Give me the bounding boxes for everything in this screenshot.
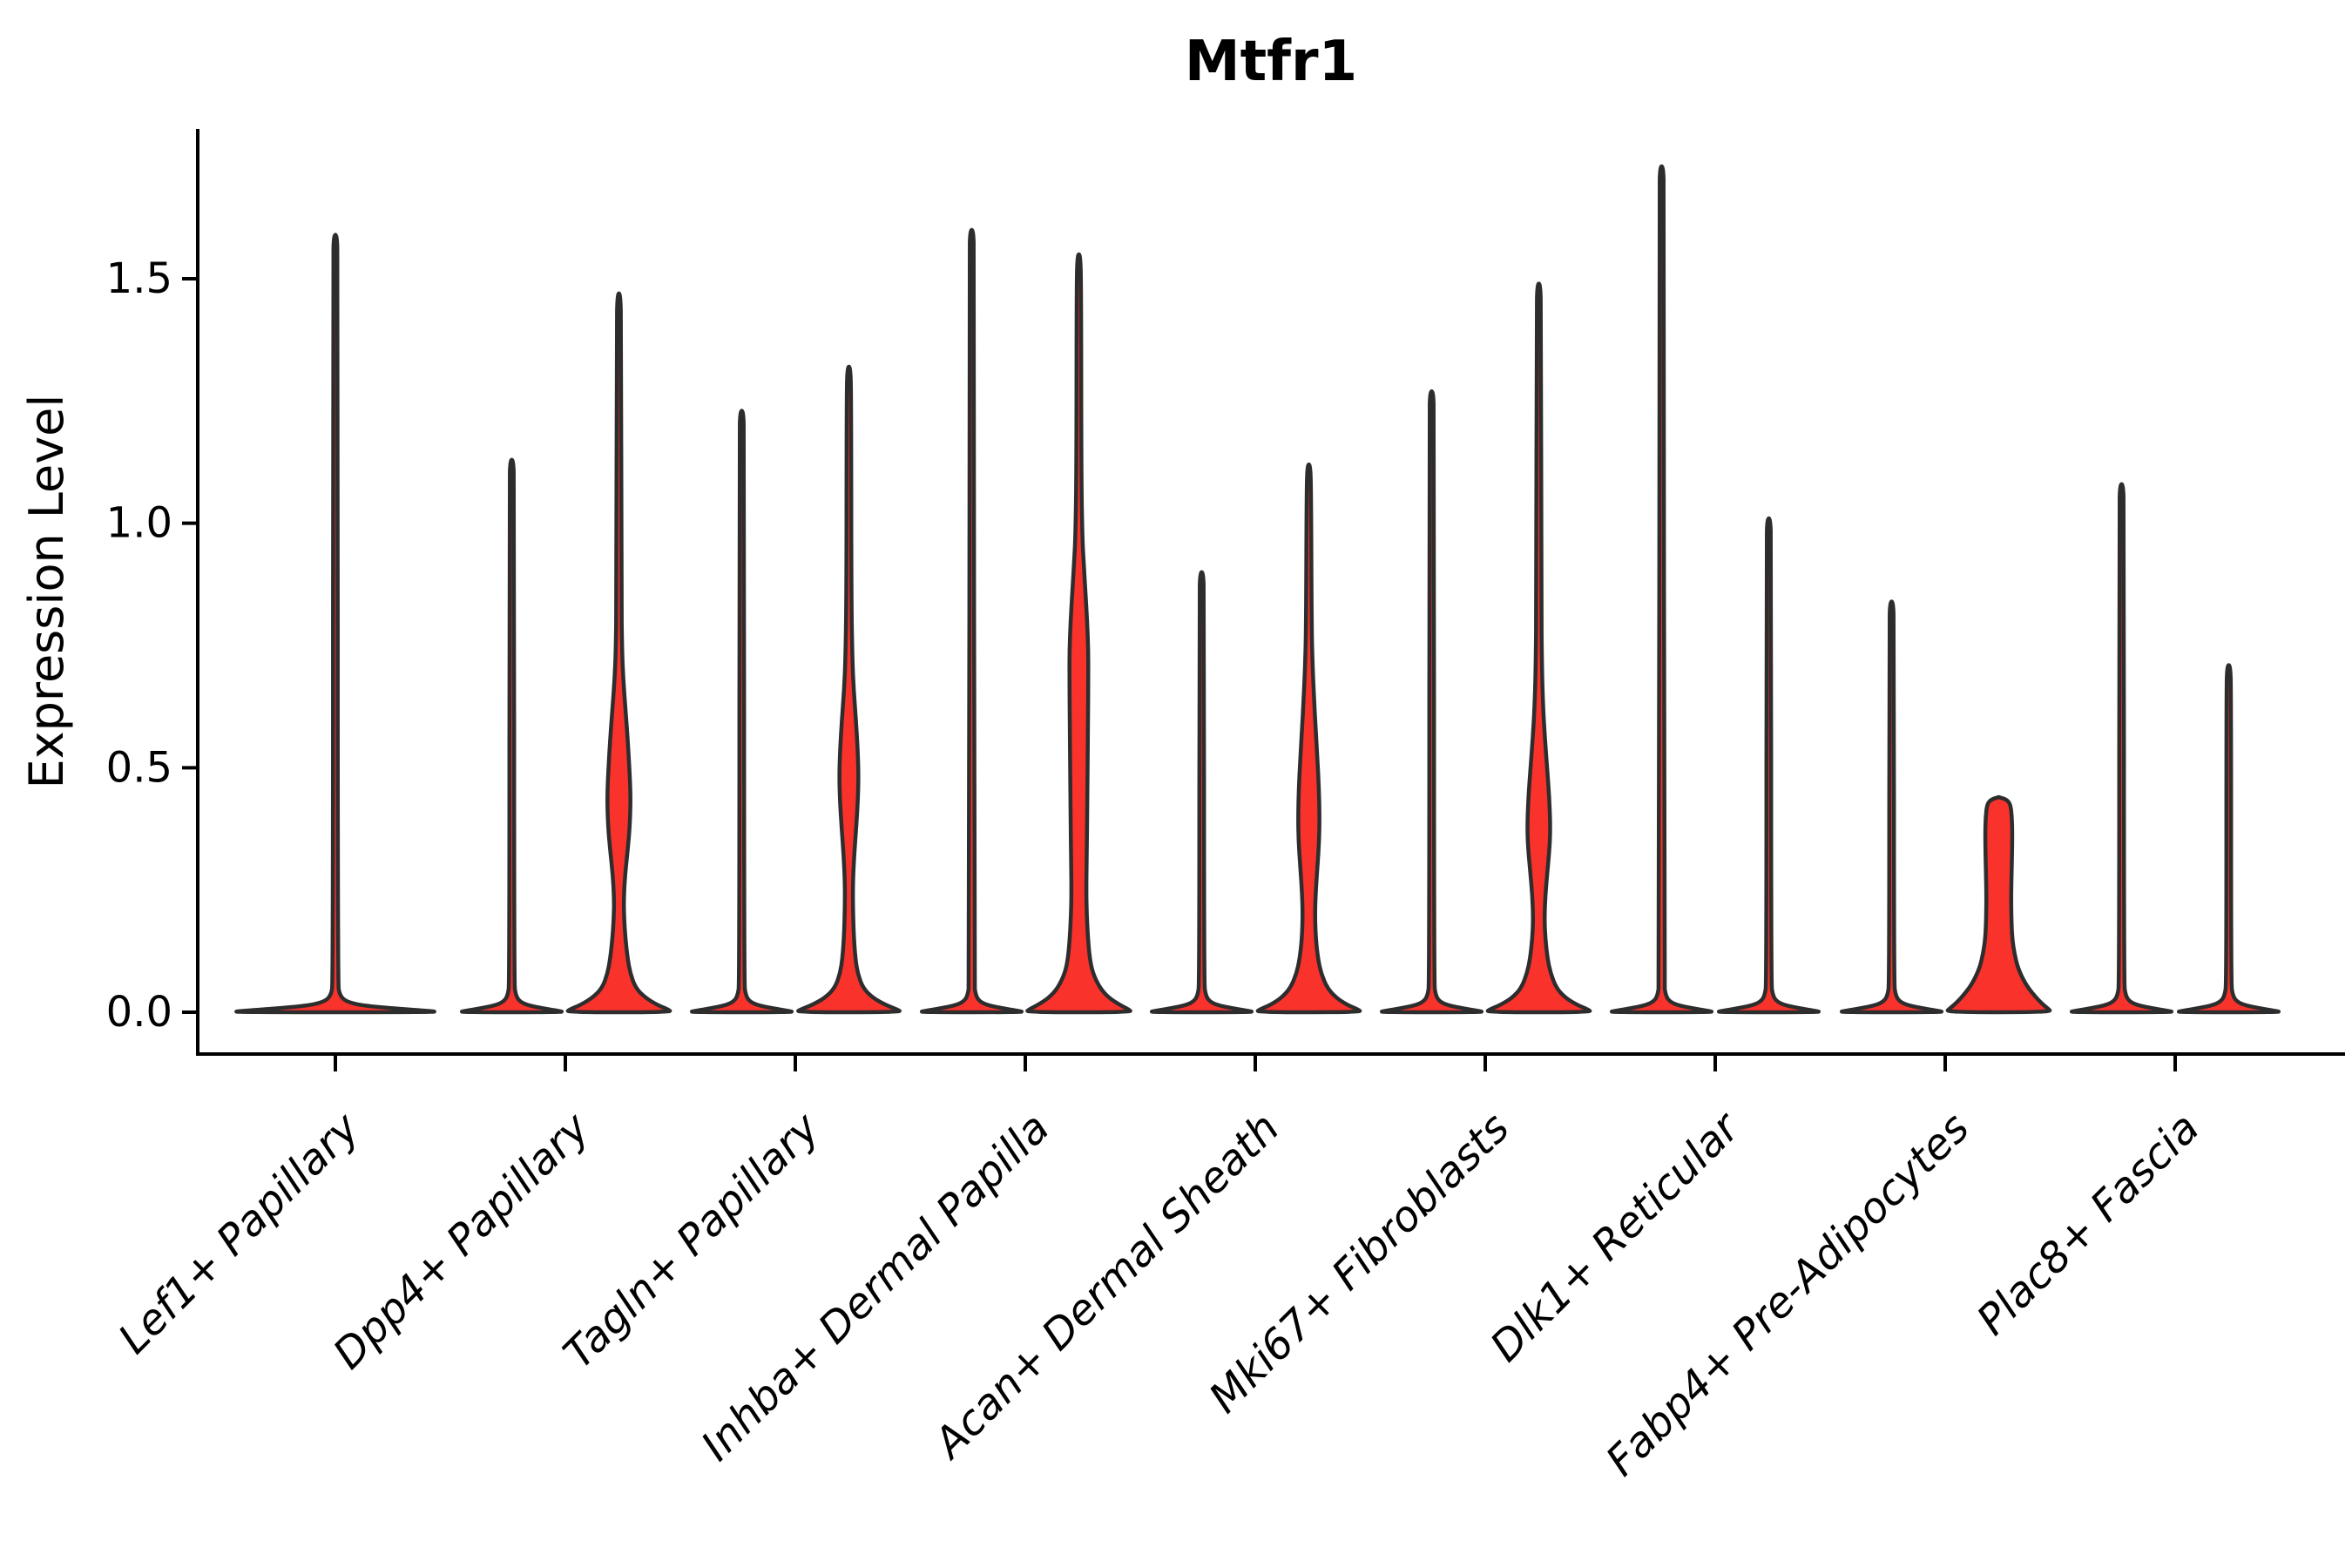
violin-3-1 (690, 409, 794, 1015)
violin-1-1 (234, 233, 436, 1015)
y-tick-label: 1.0 (106, 499, 172, 548)
x-tick-label: Fabp4+ Pre-Adipocytes (1597, 1104, 1979, 1486)
y-axis: 0.0 0.5 1.0 1.5 (106, 254, 198, 1037)
violin-6-2 (1485, 281, 1592, 1015)
x-tick-label: Tagln+ Papillary (554, 1103, 829, 1378)
axis-spines (196, 129, 2345, 1056)
chart-title: Mtfr1 (1185, 30, 1357, 94)
violin-7-2 (1717, 516, 1821, 1015)
violin-3-2 (796, 364, 902, 1015)
axis-spine (196, 129, 2345, 1056)
violin-2-1 (460, 457, 564, 1015)
violin-9-2 (2177, 663, 2281, 1015)
violin-2-2 (565, 291, 672, 1015)
violin-9-1 (2070, 482, 2173, 1015)
y-axis-title: Expression Level (19, 395, 74, 789)
violin-4-2 (1025, 252, 1132, 1015)
y-tick-label: 1.5 (106, 254, 172, 303)
violin-5-2 (1255, 463, 1362, 1015)
violin-4-1 (920, 227, 1024, 1015)
violin-8-1 (1840, 599, 1943, 1015)
violin-5-1 (1150, 570, 1254, 1015)
y-tick-label: 0.0 (106, 988, 172, 1037)
y-tick-label: 0.5 (106, 743, 172, 792)
x-tick-label: Dlk1+ Reticular (1481, 1102, 1751, 1372)
violins-group (234, 164, 2281, 1015)
x-tick-label: Plac8+ Fascia (1968, 1104, 2209, 1345)
violin-7-1 (1610, 164, 1713, 1015)
x-tick-label: Dpp4+ Papillary (324, 1103, 599, 1378)
violin-6-1 (1380, 389, 1484, 1015)
x-tick-label: Lef1+ Papillary (109, 1103, 369, 1363)
violin-8-2 (1945, 794, 2052, 1015)
